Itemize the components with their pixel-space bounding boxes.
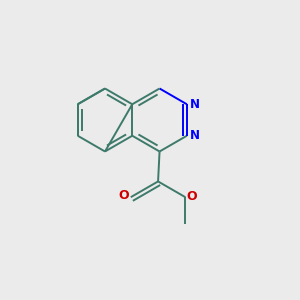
Text: N: N [190,129,200,142]
Text: O: O [187,190,197,203]
Text: N: N [190,98,200,111]
Text: O: O [119,189,130,202]
